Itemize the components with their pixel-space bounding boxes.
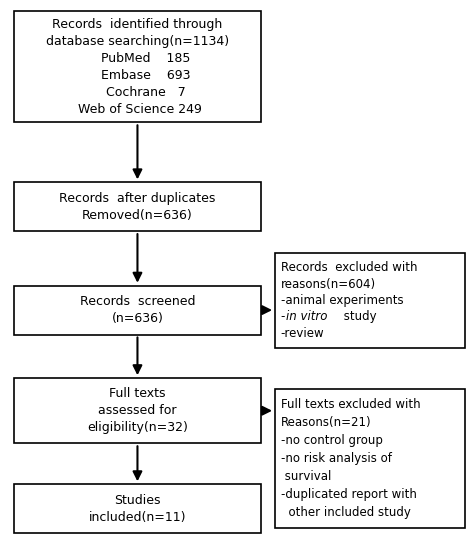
Text: Records  after duplicates
Removed(n=636): Records after duplicates Removed(n=636) bbox=[59, 191, 216, 222]
Text: Studies
included(n=11): Studies included(n=11) bbox=[89, 493, 186, 524]
Text: -: - bbox=[281, 311, 285, 324]
FancyBboxPatch shape bbox=[275, 253, 465, 348]
Text: Full texts
assessed for
eligibility(n=32): Full texts assessed for eligibility(n=32… bbox=[87, 387, 188, 434]
Text: Reasons(n=21): Reasons(n=21) bbox=[281, 416, 371, 429]
Text: -no risk analysis of: -no risk analysis of bbox=[281, 452, 392, 465]
Text: Records  screened
(n=636): Records screened (n=636) bbox=[80, 295, 195, 325]
Text: other included study: other included study bbox=[281, 506, 410, 518]
FancyBboxPatch shape bbox=[14, 182, 261, 231]
Text: survival: survival bbox=[281, 470, 331, 483]
Text: reasons(n=604): reasons(n=604) bbox=[281, 277, 376, 290]
FancyBboxPatch shape bbox=[14, 286, 261, 335]
Text: study: study bbox=[340, 311, 376, 324]
FancyBboxPatch shape bbox=[14, 378, 261, 443]
FancyBboxPatch shape bbox=[14, 11, 261, 122]
Text: -animal experiments: -animal experiments bbox=[281, 294, 403, 307]
Text: Records  identified through
database searching(n=1134)
    PubMed    185
    Emb: Records identified through database sear… bbox=[46, 17, 229, 116]
FancyBboxPatch shape bbox=[14, 484, 261, 533]
FancyBboxPatch shape bbox=[275, 389, 465, 528]
Text: Records  excluded with: Records excluded with bbox=[281, 261, 417, 274]
Text: -no control group: -no control group bbox=[281, 434, 383, 447]
Text: -review: -review bbox=[281, 327, 324, 340]
Text: -duplicated report with: -duplicated report with bbox=[281, 488, 417, 500]
Text: in vitro: in vitro bbox=[286, 311, 328, 324]
Text: Full texts excluded with: Full texts excluded with bbox=[281, 398, 420, 411]
